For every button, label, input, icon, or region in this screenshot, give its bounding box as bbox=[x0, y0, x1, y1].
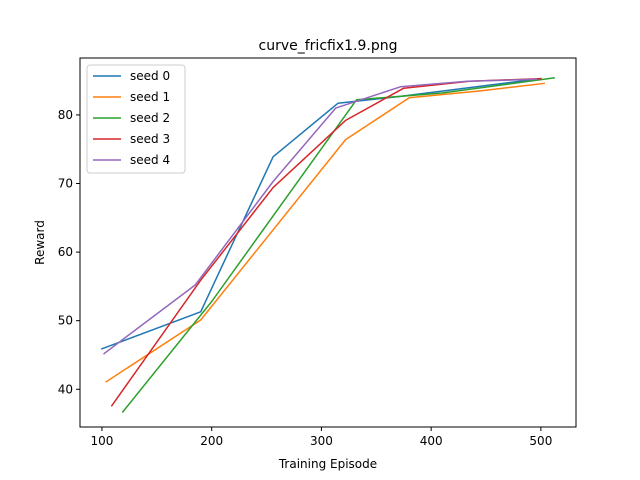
series-line-seed-0 bbox=[100, 77, 542, 350]
series-line-seed-1 bbox=[105, 82, 546, 383]
y-tick-label: 60 bbox=[58, 245, 73, 259]
y-tick-label: 70 bbox=[58, 177, 73, 191]
x-axis: 100 200 300 400 500 bbox=[90, 427, 552, 448]
legend-box bbox=[86, 64, 186, 174]
legend-entry-label: seed 4 bbox=[130, 153, 170, 167]
y-tick-label: 40 bbox=[58, 382, 73, 396]
legend-entry-label: seed 0 bbox=[130, 69, 170, 83]
y-axis-label: Reward bbox=[33, 220, 47, 265]
x-axis-label: Training Episode bbox=[278, 457, 377, 471]
y-axis: 40 50 60 70 80 bbox=[58, 108, 80, 396]
legend: seed 0 seed 1 seed 2 seed 3 seed 4 bbox=[86, 64, 186, 174]
x-tick-label: 400 bbox=[420, 434, 443, 448]
series-line-seed-2 bbox=[121, 77, 555, 413]
legend-entry-label: seed 1 bbox=[130, 90, 170, 104]
plot-frame bbox=[79, 57, 577, 428]
x-tick-label: 300 bbox=[310, 434, 333, 448]
legend-entry-label: seed 2 bbox=[130, 111, 170, 125]
series-line-seed-4 bbox=[103, 78, 538, 355]
x-tick-label: 200 bbox=[200, 434, 223, 448]
y-tick-label: 80 bbox=[58, 108, 73, 122]
plot-lines bbox=[100, 77, 555, 413]
legend-entry-label: seed 3 bbox=[130, 132, 170, 146]
x-tick-label: 500 bbox=[529, 434, 552, 448]
y-tick-label: 50 bbox=[58, 314, 73, 328]
x-tick-label: 100 bbox=[90, 434, 113, 448]
chart-title: curve_fricfix1.9.png bbox=[259, 38, 398, 54]
